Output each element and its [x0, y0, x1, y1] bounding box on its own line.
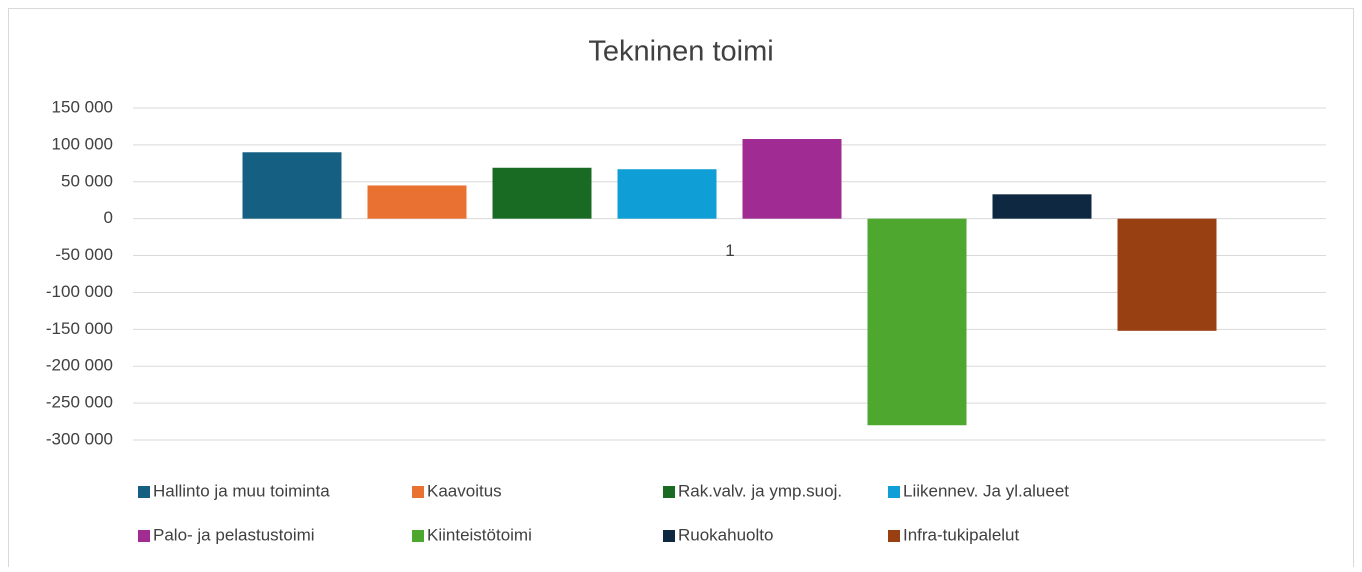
y-tick-label: -100 000	[46, 282, 113, 301]
legend-swatch	[138, 486, 150, 498]
y-tick-label: -250 000	[46, 393, 113, 412]
legend-swatch	[412, 530, 424, 542]
y-tick-label: 0	[104, 208, 113, 227]
legend-label: Hallinto ja muu toiminta	[153, 481, 330, 500]
y-tick-label: 150 000	[52, 97, 113, 116]
legend-label: Liikennev. Ja yl.alueet	[903, 481, 1069, 500]
legend-swatch	[888, 530, 900, 542]
bar	[1117, 218, 1217, 331]
chart-title: Tekninen toimi	[588, 36, 773, 68]
legend-swatch	[888, 486, 900, 498]
bar	[867, 218, 967, 426]
bar	[617, 169, 717, 219]
legend-label: Infra-tukipalelut	[903, 525, 1020, 544]
bar	[242, 152, 342, 219]
legend-swatch	[663, 486, 675, 498]
legend-label: Ruokahuolto	[678, 525, 773, 544]
y-tick-label: 50 000	[61, 171, 113, 190]
legend-label: Palo- ja pelastustoimi	[153, 525, 315, 544]
y-tick-label: -300 000	[46, 429, 113, 448]
legend-swatch	[138, 530, 150, 542]
y-tick-label: 100 000	[52, 134, 113, 153]
legend-label: Rak.valv. ja ymp.suoj.	[678, 481, 842, 500]
bar	[992, 194, 1092, 219]
bar	[492, 167, 592, 219]
bar	[742, 138, 842, 219]
legend-label: Kaavoitus	[427, 481, 502, 500]
legend-label: Kiinteistötoimi	[427, 525, 532, 544]
y-tick-label: -200 000	[46, 356, 113, 375]
legend-swatch	[412, 486, 424, 498]
legend-swatch	[663, 530, 675, 542]
x-tick-label: 1	[725, 241, 734, 260]
y-tick-label: -150 000	[46, 319, 113, 338]
bar	[367, 185, 467, 219]
y-tick-label: -50 000	[55, 245, 113, 264]
